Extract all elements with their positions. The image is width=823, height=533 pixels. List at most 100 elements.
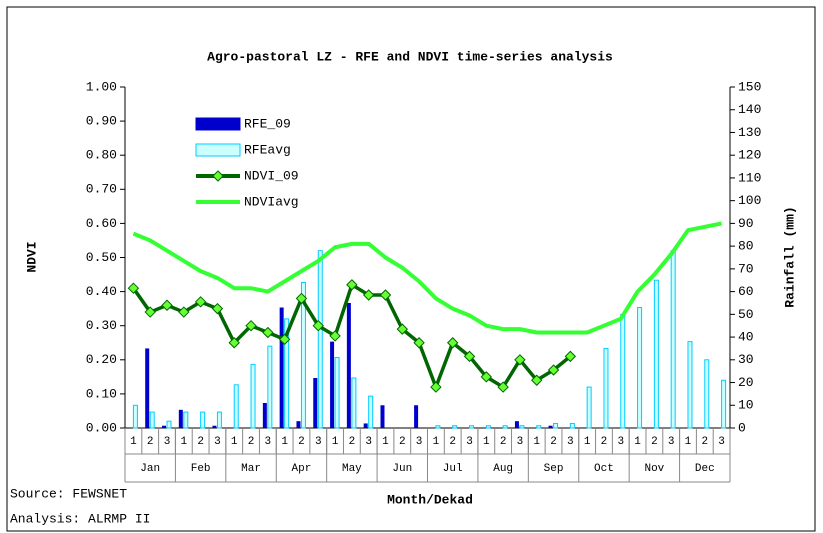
x-tick-label: 2 [399,436,406,448]
bar [502,425,508,429]
bar [414,405,419,428]
source-note: Source: FEWSNET [10,486,127,501]
x-tick-label: 2 [651,436,658,448]
bar [603,347,609,429]
x-tick-label: 1 [130,436,137,448]
bar [284,318,290,429]
y-tick-label: 0.90 [86,114,117,129]
x-tick-label: 1 [584,436,591,448]
bar [670,250,676,429]
x-tick-label: 3 [164,436,171,448]
marker [379,289,392,301]
x-tick-label: 3 [466,436,473,448]
month-label: May [342,463,362,475]
x-tick-label: 1 [685,436,692,448]
legend-label: NDVI_09 [244,168,299,183]
legend-marker [212,170,224,182]
marker [161,299,173,311]
month-label: Feb [191,463,211,475]
y2-tick-label: 30 [738,352,754,367]
x-tick-label: 2 [500,436,507,448]
y-tick-label: 0.00 [86,420,117,435]
y2-tick-label: 100 [738,193,761,208]
x-tick-label: 1 [634,436,641,448]
y-tick-label: 0.80 [86,148,117,163]
month-label: Nov [644,463,664,475]
marker [531,374,543,386]
marker [178,306,190,318]
bar [132,404,138,429]
x-tick-label: 2 [248,436,255,448]
marker [547,364,560,376]
x-tick-label: 1 [231,436,238,448]
bar [233,384,239,429]
bar [452,425,458,429]
bar [200,411,206,429]
y-tick-label: 0.50 [86,250,117,265]
analysis-note: Analysis: ALRMP II [10,511,150,526]
bar [620,313,626,429]
bar [149,411,155,429]
bar [363,423,368,428]
bar [569,422,575,429]
legend-label: NDVIavg [244,194,299,209]
month-label: Dec [695,463,715,475]
y2-tick-label: 20 [738,375,754,390]
x-tick-label: 3 [668,436,675,448]
y2-tick-label: 90 [738,216,754,231]
bar [485,425,491,429]
month-label: Jul [443,463,463,475]
marker [463,350,476,363]
month-label: Jan [140,463,160,475]
marker [245,319,257,332]
marker [497,381,509,393]
y2-tick-label: 60 [738,284,754,299]
marker [194,296,207,308]
bar [519,425,525,429]
x-tick-label: 2 [197,436,204,448]
y2-tick-label: 0 [738,420,746,435]
y2-tick-label: 40 [738,330,754,345]
month-label: Jun [392,463,412,475]
month-label: Aug [493,463,513,475]
marker [312,319,324,332]
x-tick-label: 2 [449,436,456,448]
legend-label: RFEavg [244,142,291,157]
x-tick-label: 2 [298,436,305,448]
line [132,221,722,335]
y2-tick-label: 150 [738,79,761,94]
marker [514,354,526,366]
x-tick-label: 1 [483,436,490,448]
y-tick-label: 0.40 [86,284,117,299]
marker [413,337,425,349]
x-tick-label: 3 [567,436,574,448]
y-tick-label: 0.20 [86,352,117,367]
marker [396,323,408,335]
x-tick-label: 1 [433,436,440,448]
bar [380,405,385,428]
marker [295,292,308,305]
y-axis-label: NDVI [24,241,39,272]
bar [653,279,659,429]
y-tick-label: 0.10 [86,386,117,401]
y2-tick-label: 120 [738,148,761,163]
bar [469,425,475,429]
bar [250,363,256,429]
legend-swatch [195,143,241,157]
y-tick-label: 0.60 [86,216,117,231]
marker [430,381,442,393]
marker [447,337,459,349]
marker [127,282,140,294]
marker [480,371,493,383]
month-label: Mar [241,463,261,475]
legend-label: RFE_09 [244,116,291,131]
bar [330,341,335,428]
legend-swatch [195,117,241,131]
bar [166,420,172,429]
bar [300,282,306,429]
bar [553,422,559,429]
x-tick-label: 2 [601,436,608,448]
bar [216,411,222,429]
bar [334,357,340,429]
